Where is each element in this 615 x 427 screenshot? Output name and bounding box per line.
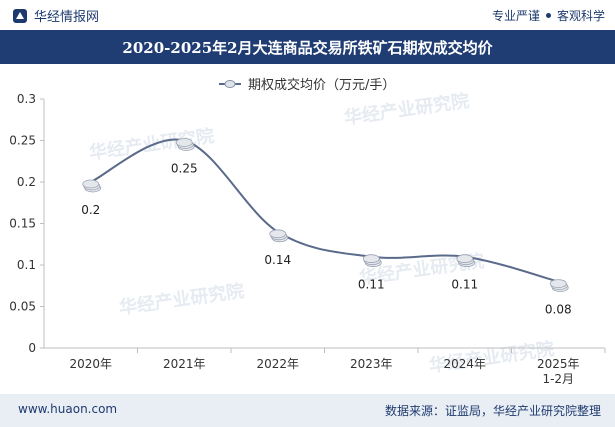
data-label: 0.14 xyxy=(264,253,291,267)
data-point xyxy=(456,254,476,268)
logo-icon xyxy=(13,8,27,23)
footer: www.huaon.com 数据来源：证监局，华经产业研究院整理 xyxy=(0,394,615,427)
x-tick-label: 2022年 xyxy=(256,357,299,371)
watermark-text: 华经产业研究院 xyxy=(118,280,246,319)
brand-name: 华经情报网 xyxy=(34,10,100,25)
y-tick-label: 0.3 xyxy=(17,92,36,106)
x-tick-label: 2024年 xyxy=(443,357,486,371)
data-label: 0.08 xyxy=(545,303,572,317)
x-tick-label: 2020年 xyxy=(69,357,112,371)
data-point xyxy=(175,138,195,151)
separator-dot xyxy=(545,13,551,18)
watermark-text: 华经产业研究院 xyxy=(343,90,471,129)
series xyxy=(82,138,569,293)
series-line xyxy=(90,138,559,283)
data-point xyxy=(269,229,289,243)
footer-website[interactable]: www.huaon.com xyxy=(18,402,118,416)
axes: 0 0.05 0.1 0.15 0.2 0.25 0.3 2020年 2021年 2022年 202… xyxy=(9,92,606,386)
tagline: 专业严谨 客观科学 xyxy=(492,7,605,24)
data-labels: 0.2 0.25 0.14 0.11 0.11 0.08 xyxy=(81,162,571,317)
data-label: 0.11 xyxy=(358,278,385,292)
data-label: 0.11 xyxy=(451,278,478,292)
data-point xyxy=(549,279,569,293)
y-tick-label: 0.05 xyxy=(9,300,36,314)
y-tick-label: 0.2 xyxy=(17,175,36,189)
data-label: 0.25 xyxy=(171,162,198,176)
data-point xyxy=(82,179,102,193)
y-tick-label: 0.15 xyxy=(9,217,36,231)
x-tick-label: 2025年 1-2月 xyxy=(537,357,580,386)
y-tick-label: 0.25 xyxy=(9,134,36,148)
chart-title-bar: 2020-2025年2月大连商品交易所铁矿石期权成交均价 xyxy=(0,30,615,64)
watermarks: 华经产业研究院 华经产业研究院 华经产业研究院 华经产业研究院 华经产业研究院 xyxy=(88,90,556,377)
y-tick-label: 0.1 xyxy=(17,258,36,272)
legend: 期权成交均价（万元/手） xyxy=(219,77,395,93)
y-tick-label: 0 xyxy=(28,341,36,355)
legend-marker xyxy=(224,80,236,88)
line-chart: 华经产业研究院 华经产业研究院 华经产业研究院 华经产业研究院 华经产业研究院 … xyxy=(9,77,606,386)
x-tick-label: 2021年 xyxy=(163,357,206,371)
footer-source: 数据来源：证监局，华经产业研究院整理 xyxy=(384,404,601,418)
data-point xyxy=(362,254,382,268)
chart-title: 2020-2025年2月大连商品交易所铁矿石期权成交均价 xyxy=(122,38,493,57)
tagline-left: 专业严谨 xyxy=(491,9,540,23)
brand[interactable]: 华经情报网 xyxy=(12,6,99,25)
tagline-right: 客观科学 xyxy=(556,9,605,23)
data-label: 0.2 xyxy=(81,203,100,217)
x-tick-label: 2023年 xyxy=(350,357,393,371)
legend-label: 期权成交均价（万元/手） xyxy=(248,77,395,93)
top-bar: 华经情报网 专业严谨 客观科学 xyxy=(0,0,615,30)
